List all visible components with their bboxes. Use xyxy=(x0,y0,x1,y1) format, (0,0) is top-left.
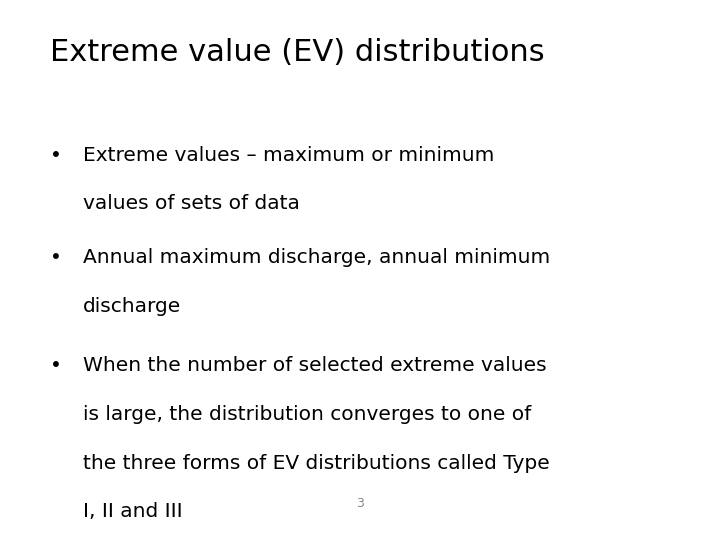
Text: 3: 3 xyxy=(356,497,364,510)
Text: the three forms of EV distributions called Type: the three forms of EV distributions call… xyxy=(83,454,549,472)
Text: Extreme value (EV) distributions: Extreme value (EV) distributions xyxy=(50,38,545,67)
Text: •: • xyxy=(50,356,62,375)
Text: discharge: discharge xyxy=(83,297,181,316)
Text: •: • xyxy=(50,146,62,165)
Text: •: • xyxy=(50,248,62,267)
Text: I, II and III: I, II and III xyxy=(83,502,182,521)
Text: values of sets of data: values of sets of data xyxy=(83,194,300,213)
Text: Extreme values – maximum or minimum: Extreme values – maximum or minimum xyxy=(83,146,494,165)
Text: When the number of selected extreme values: When the number of selected extreme valu… xyxy=(83,356,546,375)
Text: Annual maximum discharge, annual minimum: Annual maximum discharge, annual minimum xyxy=(83,248,550,267)
Text: is large, the distribution converges to one of: is large, the distribution converges to … xyxy=(83,405,531,424)
